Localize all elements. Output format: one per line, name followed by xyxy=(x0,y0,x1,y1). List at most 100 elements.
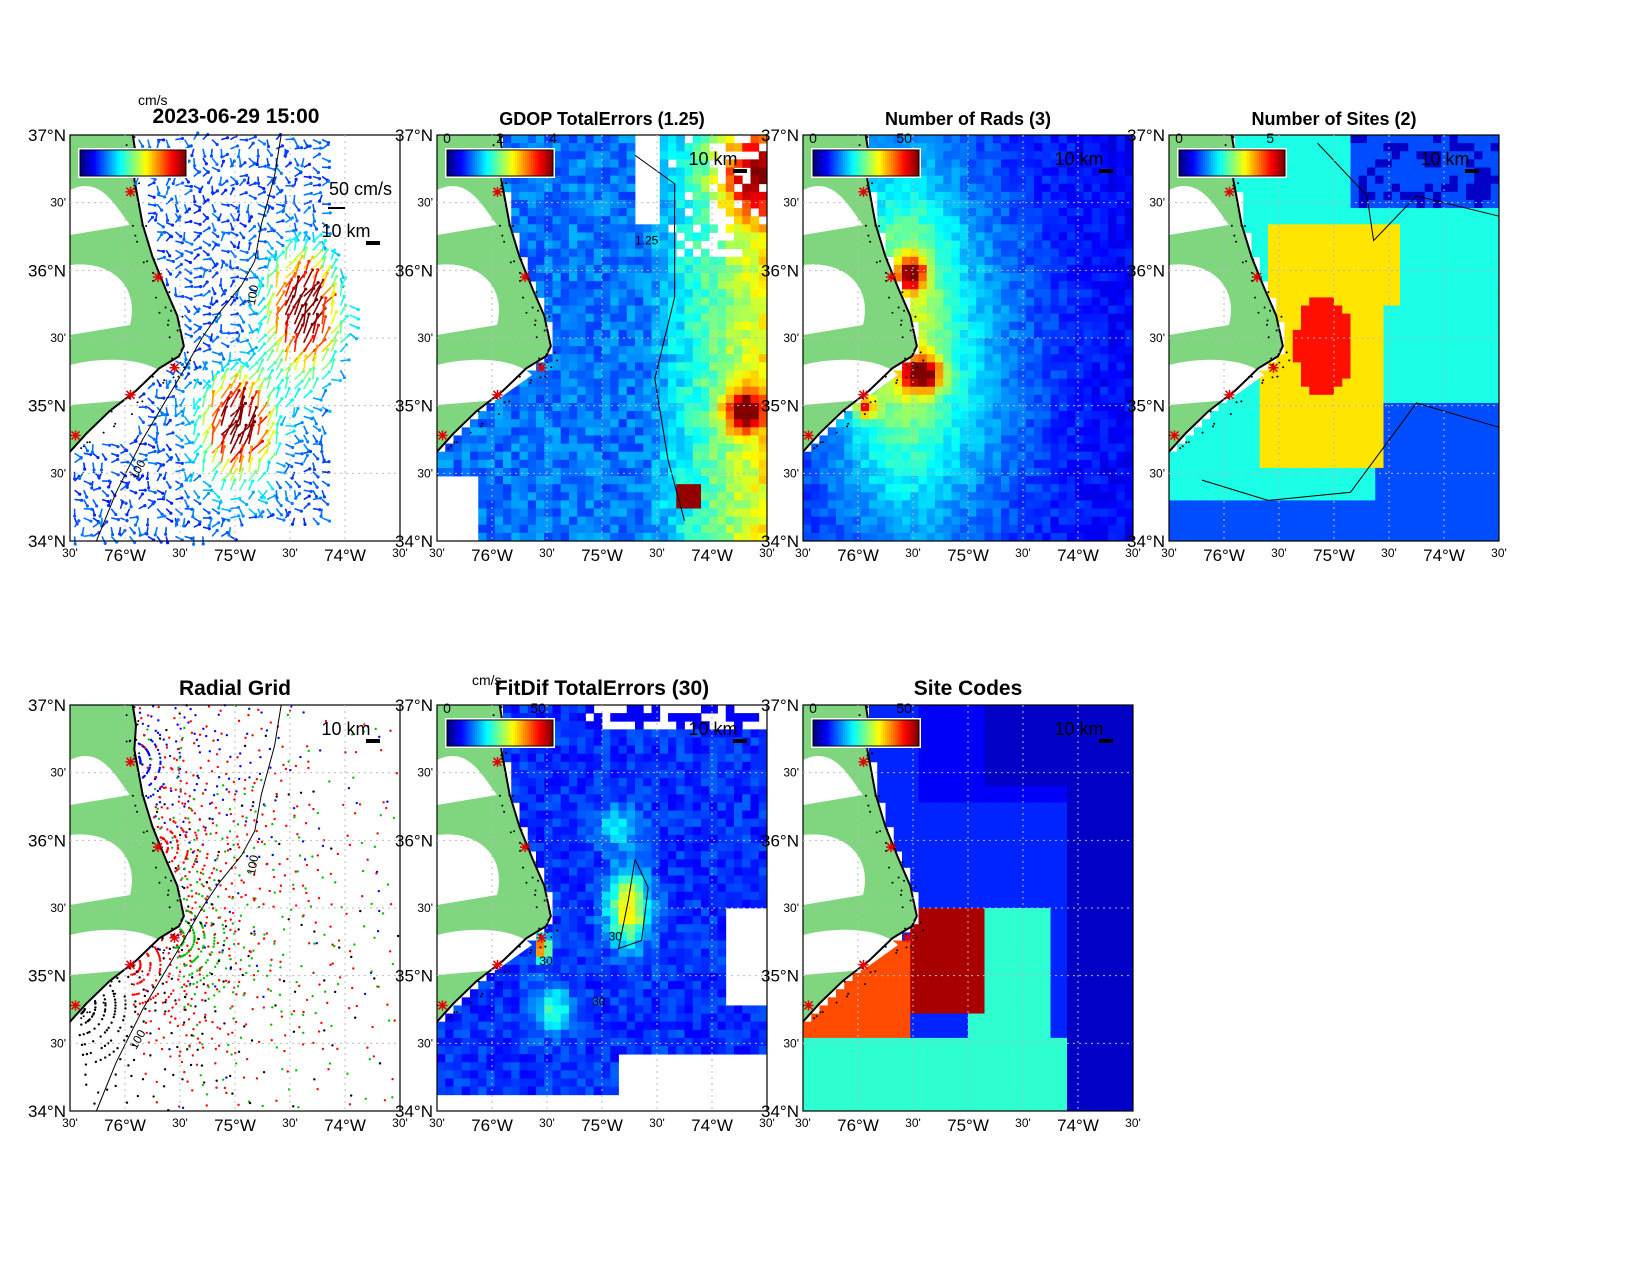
vector-head xyxy=(213,375,218,379)
vector-head xyxy=(222,434,226,438)
grid-cell xyxy=(635,467,644,477)
grid-cell xyxy=(676,159,685,168)
vector-head xyxy=(196,405,201,409)
grid-cell xyxy=(750,362,760,371)
grid-cell xyxy=(893,443,903,453)
grid-cell xyxy=(503,459,512,469)
grid-cell xyxy=(709,402,718,412)
grid-cell xyxy=(725,443,735,453)
grid-cell xyxy=(585,264,595,274)
grid-cell xyxy=(659,232,669,241)
current-vector xyxy=(193,398,201,408)
grid-cell xyxy=(1067,216,1076,225)
vector-head xyxy=(180,438,184,442)
grid-cell xyxy=(992,346,1002,355)
grid-cell xyxy=(827,508,837,518)
vector-head xyxy=(318,428,322,432)
grid-cell xyxy=(602,143,611,152)
grid-cell xyxy=(976,232,985,241)
vector-head xyxy=(80,533,84,537)
grid-cell xyxy=(643,281,652,290)
grid-cell xyxy=(1017,402,1027,412)
grid-cell xyxy=(844,508,853,518)
grid-cell xyxy=(976,516,985,526)
grid-cell xyxy=(968,532,977,542)
grid-cell xyxy=(750,378,760,388)
lon-tick-label: 30' xyxy=(539,546,555,560)
grid-cell xyxy=(1009,500,1018,509)
grid-cell xyxy=(659,167,669,176)
grid-cell xyxy=(618,467,628,477)
coast-dot xyxy=(155,296,158,299)
grid-cell xyxy=(684,256,694,266)
grid-cell xyxy=(709,492,718,501)
grid-cell xyxy=(852,500,862,509)
grid-cell xyxy=(626,159,636,168)
grid-cell xyxy=(1034,313,1043,323)
vector-head xyxy=(89,533,94,537)
vector-head xyxy=(267,393,272,397)
vector-head xyxy=(268,205,272,209)
grid-cell xyxy=(869,435,878,444)
vector-head xyxy=(307,162,312,166)
vector-head xyxy=(339,320,343,324)
vector-head xyxy=(145,523,150,527)
vector-head xyxy=(171,395,176,399)
coast-dot xyxy=(553,351,556,354)
grid-cell xyxy=(692,305,702,315)
grid-cell xyxy=(1058,183,1068,193)
grid-cell xyxy=(610,386,619,396)
vector-head xyxy=(169,511,173,515)
grid-cell xyxy=(684,248,694,258)
vector-head xyxy=(276,271,280,275)
grid-cell xyxy=(560,484,570,493)
vector-head xyxy=(186,372,191,376)
grid-cell xyxy=(992,273,1002,282)
grid-cell xyxy=(734,224,743,233)
grid-cell xyxy=(585,159,595,168)
grid-cell xyxy=(610,338,619,347)
vector-head xyxy=(198,502,202,506)
grid-cell xyxy=(758,338,768,347)
grid-cell xyxy=(968,329,977,339)
grid-cell xyxy=(926,199,936,209)
grid-cell xyxy=(750,524,760,534)
grid-cell xyxy=(742,313,751,323)
grid-cell xyxy=(992,183,1002,193)
grid-cell xyxy=(552,354,562,363)
grid-cell xyxy=(602,281,611,290)
vector-head xyxy=(300,164,304,168)
vector-head xyxy=(116,473,120,477)
grid-cell xyxy=(503,135,512,144)
grid-cell xyxy=(684,305,694,315)
coast-dot xyxy=(481,422,484,425)
grid-cell xyxy=(503,443,512,453)
grid-cell xyxy=(569,427,578,436)
vector-head xyxy=(147,486,151,490)
grid-cell xyxy=(943,459,952,469)
grid-cell xyxy=(717,484,727,493)
grid-cell xyxy=(968,492,977,501)
vector-head xyxy=(304,246,308,250)
grid-cell xyxy=(902,378,911,388)
grid-cell xyxy=(577,346,586,355)
grid-cell xyxy=(676,289,685,298)
grid-cell xyxy=(1009,443,1018,453)
grid-cell xyxy=(1001,524,1010,534)
vector-head xyxy=(189,271,193,275)
grid-cell xyxy=(560,216,570,225)
grid-cell xyxy=(577,199,586,209)
grid-cell xyxy=(1009,264,1018,274)
grid-cell xyxy=(569,135,578,144)
coast-dot xyxy=(114,422,117,425)
grid-cell xyxy=(651,224,661,233)
vector-head xyxy=(310,410,314,414)
grid-cell xyxy=(935,216,944,225)
grid-cell xyxy=(1001,516,1010,526)
grid-cell xyxy=(701,216,710,225)
grid-cell xyxy=(701,435,710,444)
vector-head xyxy=(206,253,210,257)
grid-cell xyxy=(552,338,562,347)
grid-cell xyxy=(701,524,710,534)
grid-cell xyxy=(992,240,1002,250)
